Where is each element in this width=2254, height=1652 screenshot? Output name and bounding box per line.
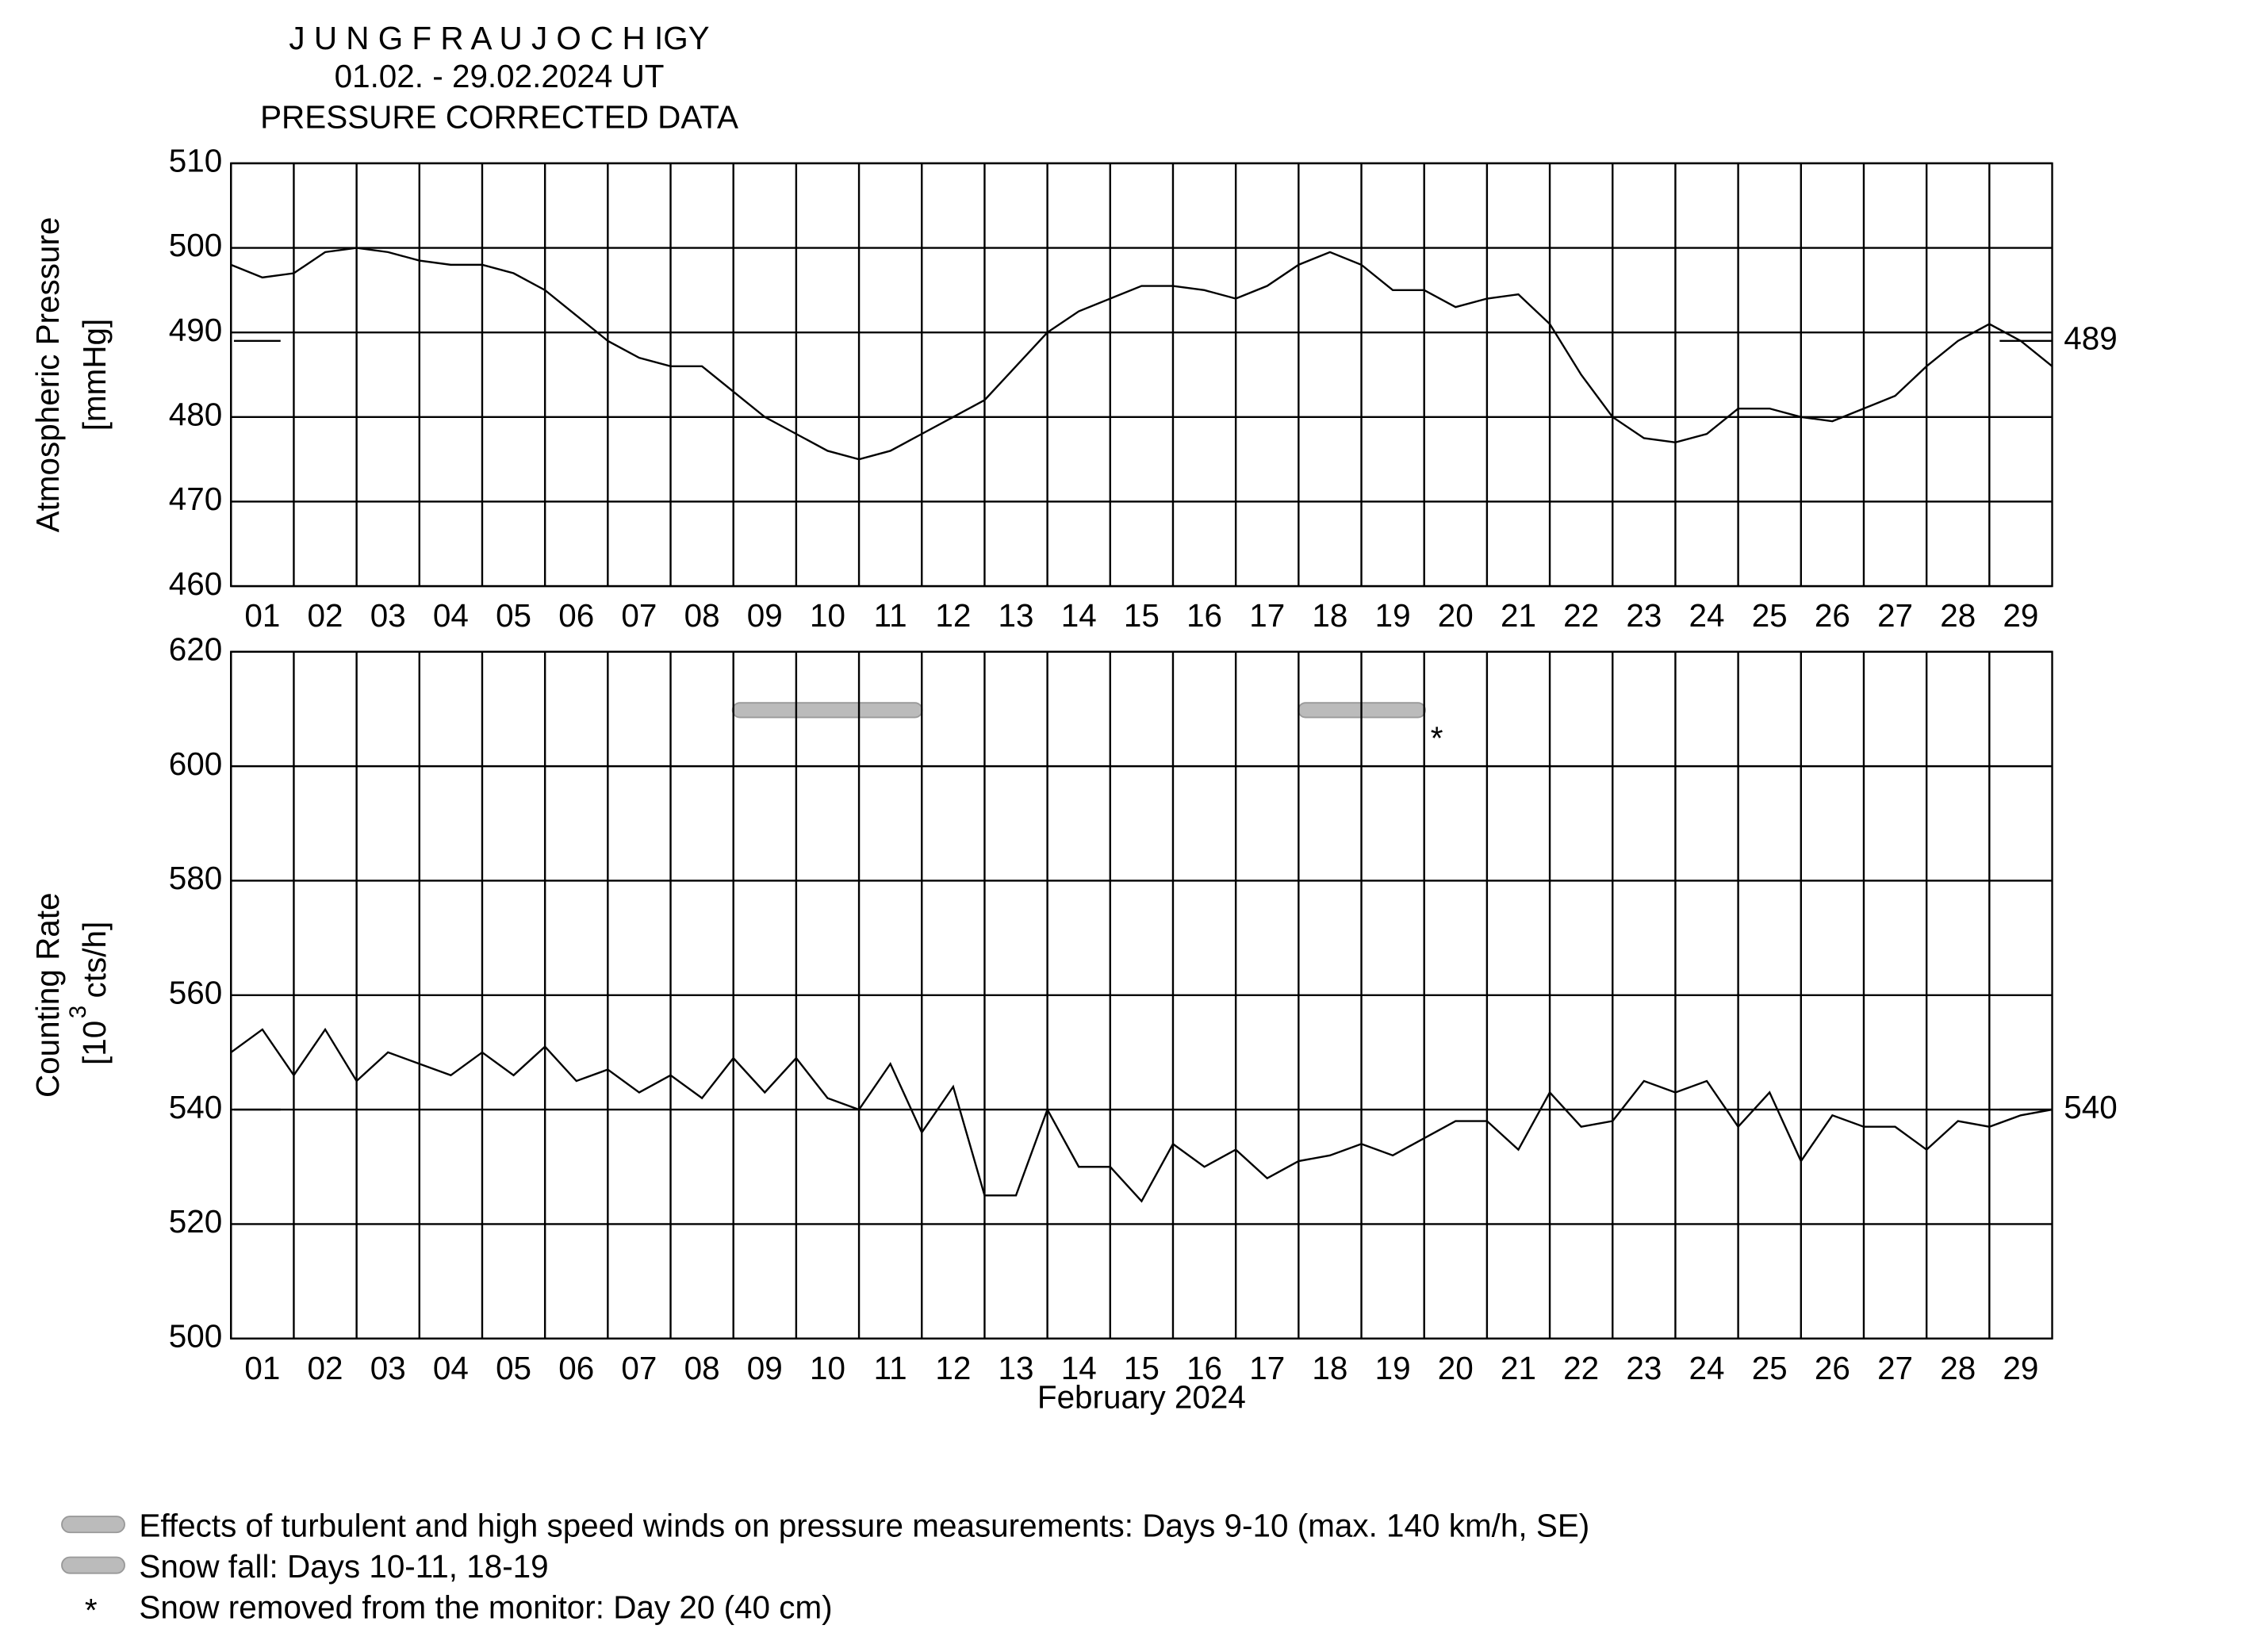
y-tick-label: 580 [169,860,222,896]
x-tick-label: 17 [1249,1350,1285,1386]
x-tick-label: 03 [370,597,406,634]
x-tick-label: 26 [1815,1350,1850,1386]
y-tick-label: 460 [169,565,222,602]
x-tick-label: 16 [1186,1350,1222,1386]
x-axis-label: February 2024 [1037,1379,1246,1416]
x-tick-label: 25 [1752,597,1788,634]
x-tick-label: 14 [1061,1350,1097,1386]
y-tick-label: 540 [169,1089,222,1125]
y-tick-label: 480 [169,396,222,432]
x-tick-label: 05 [496,1350,531,1386]
x-tick-label: 07 [621,1350,657,1386]
y-axis-label: Counting Rate [29,892,66,1098]
x-tick-label: 09 [747,1350,783,1386]
y-tick-label: 560 [169,974,222,1010]
x-tick-label: 25 [1752,1350,1788,1386]
x-tick-label: 19 [1375,597,1411,634]
y-tick-label: 510 [169,143,222,179]
x-tick-label: 07 [621,597,657,634]
x-tick-label: 09 [747,597,783,634]
y-axis-unit-part: cts/h] [76,922,113,998]
y-tick-label: 490 [169,312,222,348]
x-tick-label: 23 [1626,597,1662,634]
y-tick-label: 500 [169,227,222,263]
legend-swatch [61,1516,125,1534]
x-tick-label: 11 [874,1350,907,1386]
wind-bar [731,702,923,719]
x-tick-label: 23 [1626,1350,1662,1386]
x-tick-label: 12 [935,597,971,634]
y-tick-label: 470 [169,481,222,517]
x-tick-label: 17 [1249,597,1285,634]
plot-frame [230,162,2053,588]
x-tick-label: 29 [2003,1350,2038,1386]
y-tick-label: 500 [169,1317,222,1354]
data-line [230,247,2053,461]
period: 01.02. - 29.02.2024 UT [335,58,665,94]
x-tick-label: 20 [1438,597,1474,634]
x-tick-label: 10 [810,597,845,634]
y-axis-unit-sup: 3 [65,1006,91,1018]
star-marker: * [1431,720,1443,757]
y-axis-label: Atmospheric Pressure [29,217,66,533]
x-tick-label: 16 [1186,597,1222,634]
legend-text: Snow removed from the monitor: Day 20 (4… [139,1589,832,1625]
x-tick-label: 02 [308,1350,343,1386]
x-tick-label: 01 [244,597,280,634]
x-tick-label: 01 [244,1350,280,1386]
title: J U N G F R A U J O C H IGY [289,20,709,56]
y-tick-label: 620 [169,631,222,667]
x-tick-label: 28 [1940,597,1976,634]
x-tick-label: 08 [684,1350,720,1386]
x-tick-label: 11 [874,597,907,634]
x-tick-label: 18 [1312,597,1347,634]
legend-text: Effects of turbulent and high speed wind… [139,1507,1589,1543]
reference-label: 489 [2064,320,2117,357]
x-tick-label: 06 [558,597,594,634]
x-tick-label: 15 [1124,597,1160,634]
legend-swatch [61,1556,125,1574]
x-tick-label: 13 [999,597,1034,634]
x-tick-label: 12 [935,1350,971,1386]
x-tick-label: 27 [1877,597,1913,634]
x-tick-label: 28 [1940,1350,1976,1386]
legend-text: Snow fall: Days 10-11, 18-19 [139,1548,548,1585]
data-line [230,1027,2053,1203]
x-tick-label: 04 [433,1350,469,1386]
x-tick-label: 21 [1501,597,1536,634]
y-axis-unit-part: [10 [76,1021,113,1065]
x-tick-label: 02 [308,597,343,634]
y-axis-label: [mmHg] [76,319,113,431]
x-tick-label: 20 [1438,1350,1474,1386]
legend-star: * [85,1592,98,1628]
x-tick-label: 27 [1877,1350,1913,1386]
subtitle: PRESSURE CORRECTED DATA [260,98,738,135]
x-tick-label: 03 [370,1350,406,1386]
x-tick-label: 05 [496,597,531,634]
y-tick-label: 520 [169,1203,222,1240]
x-tick-label: 29 [2003,597,2038,634]
x-tick-label: 18 [1312,1350,1347,1386]
x-tick-label: 10 [810,1350,845,1386]
y-tick-label: 600 [169,746,222,782]
x-tick-label: 14 [1061,597,1097,634]
x-tick-label: 26 [1815,597,1850,634]
y-axis-unit: [10 3 cts/h] [65,922,113,1065]
x-tick-label: 19 [1375,1350,1411,1386]
x-tick-label: 21 [1501,1350,1536,1386]
x-tick-label: 08 [684,597,720,634]
x-tick-label: 22 [1563,597,1599,634]
x-tick-label: 15 [1124,1350,1160,1386]
x-tick-label: 24 [1689,1350,1725,1386]
x-tick-label: 13 [999,1350,1034,1386]
reference-label: 540 [2064,1089,2117,1125]
x-tick-label: 04 [433,597,469,634]
x-tick-label: 22 [1563,1350,1599,1386]
plot-frame [230,650,2053,1340]
x-tick-label: 06 [558,1350,594,1386]
x-tick-label: 24 [1689,597,1725,634]
